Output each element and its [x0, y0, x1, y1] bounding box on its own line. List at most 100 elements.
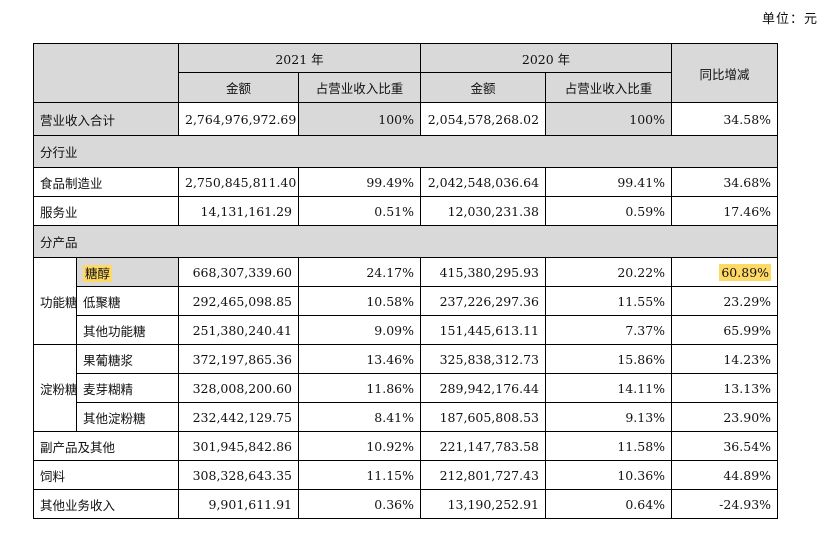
amount-2020: 13,190,252.91 [420, 489, 547, 519]
header-amount-2020: 金额 [420, 72, 547, 103]
amount-2021: 232,442,129.75 [178, 402, 299, 432]
ratio-2021: 11.15% [297, 460, 422, 490]
header-ratio-2020: 占营业收入比重 [545, 72, 673, 103]
amount-2021: 668,307,339.60 [178, 257, 299, 287]
header-row-years: 2021 年 2020 年 同比增减 [33, 43, 779, 103]
amount-2021: 308,328,643.35 [178, 460, 299, 490]
yoy: 65.99% [671, 315, 779, 345]
table-row: 饲料 308,328,643.35 11.15% 212,801,727.43 … [33, 460, 779, 490]
row-label: 麦芽糊精 [76, 373, 179, 403]
row-label: 饲料 [33, 460, 179, 490]
amount-2020: 12,030,231.38 [420, 196, 547, 226]
header-year-2020: 2020 年 [420, 43, 673, 73]
amount-2020: 289,942,176.44 [420, 373, 547, 403]
total-yoy: 34.58% [671, 102, 779, 136]
ratio-2020: 11.58% [545, 431, 673, 461]
ratio-2020: 0.64% [545, 489, 673, 519]
table-row: 其他业务收入 9,901,611.91 0.36% 13,190,252.91 … [33, 489, 779, 519]
total-amount-2020: 2,054,578,268.02 [420, 102, 547, 136]
yoy: 23.29% [671, 286, 779, 316]
ratio-2020: 15.86% [545, 344, 673, 374]
yoy: 44.89% [671, 460, 779, 490]
amount-2021: 372,197,865.36 [178, 344, 299, 374]
table-row: 食品制造业 2,750,845,811.40 99.49% 2,042,548,… [33, 167, 779, 197]
ratio-2021: 8.41% [297, 402, 422, 432]
row-label: 服务业 [33, 196, 179, 226]
ratio-2020: 9.13% [545, 402, 673, 432]
section-label-product: 分产品 [32, 225, 779, 258]
ratio-2020: 0.59% [545, 196, 673, 226]
ratio-2020: 20.22% [545, 257, 673, 287]
ratio-2021: 99.49% [297, 167, 422, 197]
yoy: 34.68% [671, 167, 779, 197]
ratio-2021: 0.36% [297, 489, 422, 519]
header-amount-2021: 金额 [178, 72, 299, 103]
row-label: 其他淀粉糖 [76, 402, 179, 432]
ratio-2021: 10.58% [297, 286, 422, 316]
ratio-2021: 11.86% [297, 373, 422, 403]
yoy: 60.89% [671, 257, 779, 287]
table-row: 低聚糖 292,465,098.85 10.58% 237,226,297.36… [34, 286, 779, 316]
yoy: 17.46% [671, 196, 779, 226]
amount-2021: 301,945,842.86 [178, 431, 299, 461]
table-row: 其他淀粉糖 232,442,129.75 8.41% 187,605,808.5… [34, 402, 779, 432]
ratio-2020: 10.36% [545, 460, 673, 490]
ratio-2021: 0.51% [297, 196, 422, 226]
highlighted-yoy: 60.89% [719, 263, 772, 281]
ratio-2020: 11.55% [545, 286, 673, 316]
amount-2021: 251,380,240.41 [178, 315, 299, 345]
amount-2021: 328,008,200.60 [178, 373, 299, 403]
row-label: 其他功能糖 [76, 315, 179, 345]
group-label-functional-sugar: 功能糖 [33, 257, 78, 345]
amount-2021: 2,750,845,811.40 [178, 167, 299, 197]
ratio-2020: 7.37% [545, 315, 673, 345]
row-label: 其他业务收入 [33, 489, 179, 519]
amount-2021: 292,465,098.85 [178, 286, 299, 316]
ratio-2021: 13.46% [297, 344, 422, 374]
table-row: 淀粉糖 果葡糖浆 372,197,865.36 13.46% 325,838,3… [33, 344, 779, 432]
unit-label: 单位：元 [761, 12, 818, 27]
yoy: 36.54% [671, 431, 779, 461]
header-row-columns: 金额 占营业收入比重 金额 占营业收入比重 [34, 72, 778, 103]
yoy: 23.90% [671, 402, 779, 432]
header-yoy: 同比增减 [671, 43, 779, 103]
amount-2020: 151,445,613.11 [420, 315, 547, 345]
row-label: 食品制造业 [33, 167, 179, 197]
amount-2020: 212,801,727.43 [420, 460, 547, 490]
amount-2021: 14,131,161.29 [178, 196, 299, 226]
total-ratio-2020: 100% [545, 102, 673, 136]
ratio-2021: 24.17% [297, 257, 422, 287]
section-row-industry: 分行业 [32, 135, 779, 168]
table-row: 麦芽糊精 328,008,200.60 11.86% 289,942,176.4… [34, 373, 779, 403]
table-row: 其他功能糖 251,380,240.41 9.09% 151,445,613.1… [34, 315, 779, 345]
row-label: 低聚糖 [76, 286, 179, 316]
total-row: 营业收入合计 2,764,976,972.69 100% 2,054,578,2… [33, 102, 779, 136]
table-row: 副产品及其他 301,945,842.86 10.92% 221,147,783… [33, 431, 779, 461]
table-row: 服务业 14,131,161.29 0.51% 12,030,231.38 0.… [33, 196, 779, 226]
ratio-2021: 10.92% [297, 431, 422, 461]
yoy: -24.93% [671, 489, 779, 519]
amount-2020: 325,838,312.73 [420, 344, 547, 374]
yoy: 13.13% [671, 373, 779, 403]
highlighted-label: 糖醇 [83, 264, 113, 282]
section-label-industry: 分行业 [32, 135, 779, 168]
amount-2021: 9,901,611.91 [178, 489, 299, 519]
row-label: 副产品及其他 [33, 431, 179, 461]
total-ratio-2021: 100% [297, 102, 422, 136]
amount-2020: 415,380,295.93 [420, 257, 547, 287]
ratio-2021: 9.09% [297, 315, 422, 345]
revenue-table: 2021 年 2020 年 同比增减 金额 占营业收入比重 金额 占营业收入比重… [32, 43, 779, 519]
ratio-2020: 99.41% [545, 167, 673, 197]
header-year-2021: 2021 年 [177, 43, 422, 73]
total-label: 营业收入合计 [33, 102, 179, 136]
amount-2020: 2,042,548,036.64 [420, 167, 547, 197]
section-row-product: 分产品 [32, 225, 779, 258]
row-label: 糖醇 [76, 257, 179, 287]
amount-2020: 221,147,783.58 [420, 431, 547, 461]
yoy: 14.23% [671, 344, 779, 374]
amount-2020: 237,226,297.36 [420, 286, 547, 316]
row-label: 果葡糖浆 [76, 344, 179, 374]
header-corner [33, 43, 179, 103]
group-label-starch-sugar: 淀粉糖 [33, 344, 78, 432]
